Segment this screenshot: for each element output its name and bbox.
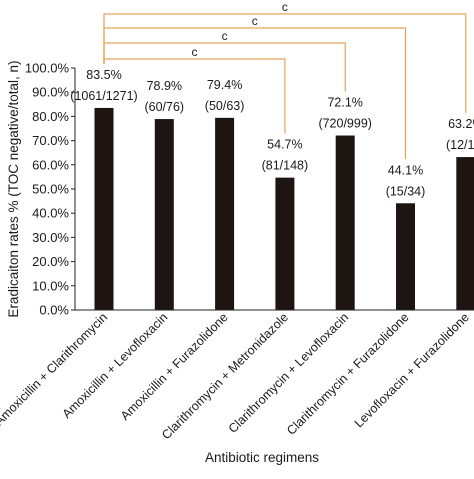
x-tick-label: Amoxicillin + Clarithromycin (0, 310, 110, 428)
bar-value-label: 83.5% (86, 68, 121, 82)
bar (456, 157, 474, 310)
x-tick-label: Amoxicillin + Levofloxacin (60, 310, 171, 421)
x-tick-label: Clarithromycin + Metronidazole (159, 310, 291, 442)
bar (336, 136, 355, 310)
x-tick-label: Clarithromycin + Levofloxacin (226, 310, 352, 436)
y-tick-label: 90.0% (32, 85, 69, 100)
bar-count-label: (720/999) (318, 117, 372, 131)
bar-count-label: (50/63) (205, 99, 245, 113)
bar-labels: 83.5% (1061/1271) 78.9% (60/76) 79.4% (50/63)… (70, 68, 474, 198)
bar-value-label: 78.9% (147, 79, 182, 93)
bar-value-label: 44.1% (388, 163, 423, 177)
y-axis: 0.0% 10.0% 20.0% 30.0% 40.0% 50.0% 60.0% 70.0% 8… (25, 61, 75, 318)
bar-value-label: 54.7% (267, 138, 302, 152)
bar-count-label: (1061/1271) (70, 89, 137, 103)
significance-bracket (104, 28, 406, 159)
significance-label: c (191, 45, 197, 59)
y-tick-label: 10.0% (32, 278, 69, 293)
x-tick-label: Levofloxacin + Furazolidone (352, 310, 472, 430)
x-axis: Amoxicillin + ClarithromycinAmoxicillin … (0, 310, 474, 442)
significance-label: c (222, 29, 228, 43)
x-tick-label: Clarithromycin + Furazolidone (284, 310, 412, 438)
bar-count-label: (12/19) (446, 138, 474, 152)
bar (215, 118, 234, 310)
y-axis-title: Eradicaiton rates % (TOC negative/total,… (6, 60, 21, 317)
y-tick-label: 80.0% (32, 109, 69, 124)
y-tick-label: 0.0% (39, 303, 69, 318)
bar-value-label: 72.1% (327, 96, 362, 110)
x-axis-title: Antibiotic regimens (205, 450, 319, 465)
x-tick-label: Amoxicillin + Furazolidone (118, 310, 231, 423)
bar (95, 108, 114, 310)
bar-count-label: (15/34) (386, 184, 426, 198)
significance-label: c (252, 14, 258, 28)
bar-value-label: 63.2% (448, 117, 474, 131)
y-tick-label: 20.0% (32, 254, 69, 269)
bar (275, 178, 294, 310)
bar-value-label: 79.4% (207, 78, 242, 92)
y-tick-label: 70.0% (32, 133, 69, 148)
bar (155, 119, 174, 310)
y-tick-label: 50.0% (32, 182, 69, 197)
bar-count-label: (81/148) (262, 159, 309, 173)
y-tick-label: 100.0% (25, 61, 70, 76)
significance-label: c (282, 0, 288, 14)
y-tick-label: 60.0% (32, 157, 69, 172)
bar (396, 203, 415, 310)
y-tick-label: 30.0% (32, 230, 69, 245)
bar-count-label: (60/76) (144, 100, 184, 114)
y-tick-label: 40.0% (32, 206, 69, 221)
